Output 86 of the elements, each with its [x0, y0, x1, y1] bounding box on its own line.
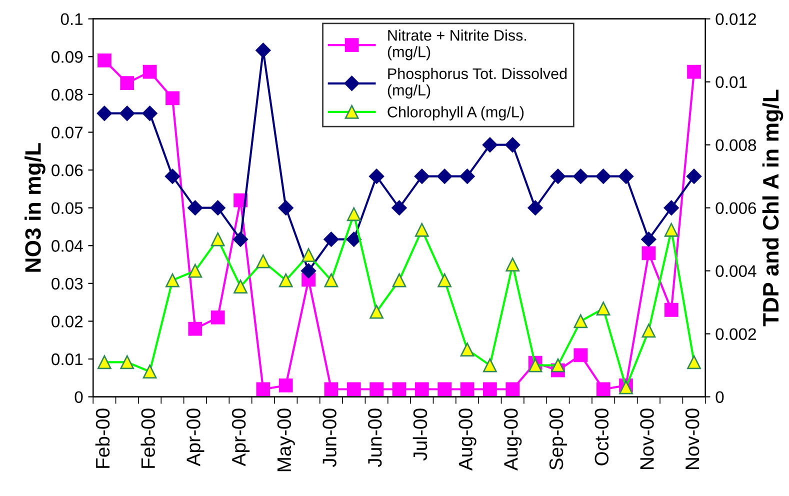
x-tick-label: Aug-00 [504, 408, 522, 471]
point [278, 378, 293, 392]
point [142, 106, 158, 121]
point [574, 348, 588, 362]
legend-label: Phosphorus Tot. Dissolved (mg/L) [388, 68, 567, 99]
point [642, 246, 656, 260]
x-tick-label: Apr-00 [232, 408, 250, 466]
point [164, 168, 180, 184]
x-tick-label: May-00 [277, 408, 295, 472]
point [460, 382, 474, 396]
x-tick-label: Jun-00 [322, 408, 336, 468]
point [210, 200, 226, 216]
y2-tick-label: 0.01 [716, 76, 747, 88]
point [505, 137, 520, 152]
y2-tick-label: 0.006 [716, 202, 756, 214]
x-tick-label: Oct-00 [594, 408, 609, 466]
point [664, 302, 678, 317]
y-tick-label: 0.01 [52, 353, 83, 366]
point [414, 382, 429, 396]
point [188, 200, 203, 216]
x-tick-label: Sep-00 [549, 408, 568, 470]
point [142, 64, 157, 79]
y-tick-label: 0.05 [52, 202, 83, 214]
point [346, 232, 362, 247]
point [437, 168, 452, 184]
x-tick-label: Feb-00 [95, 408, 110, 468]
legend-label: Nitrate + Nitrite Diss. (mg/L) [388, 30, 526, 60]
x-tick-label: Jun-00 [368, 408, 382, 468]
point [392, 200, 407, 216]
y2-tick-label: 0 [716, 391, 724, 404]
y2-tick-label: 0.008 [716, 139, 756, 152]
point [596, 382, 610, 396]
y-tick-label: 0 [74, 391, 83, 404]
y-axis-title: NO3 in mg/L [24, 143, 46, 272]
x-tick-label: Feb-00 [140, 408, 156, 468]
point [210, 310, 225, 324]
point [687, 64, 701, 79]
y2-tick-label: 0.012 [716, 13, 756, 26]
y2-tick-label: 0.004 [716, 265, 756, 278]
point [641, 232, 656, 247]
point [120, 76, 134, 90]
point [97, 53, 112, 68]
point [414, 168, 430, 184]
point [686, 168, 702, 184]
point [482, 137, 498, 152]
point [278, 200, 294, 216]
point [370, 382, 384, 396]
point [528, 200, 543, 216]
point [232, 232, 248, 247]
point [346, 382, 361, 396]
point [368, 168, 384, 184]
point [256, 382, 270, 396]
legend-label: Chlorophyll A (mg/L) [388, 106, 524, 120]
point [550, 168, 566, 184]
y-tick-label: 0.09 [52, 51, 83, 63]
point [482, 382, 497, 396]
y-tick-label: 0.02 [52, 316, 83, 328]
point [618, 168, 634, 184]
y-tick-label: 0.07 [52, 126, 83, 138]
point [300, 263, 316, 278]
x-tick-label: Aug-00 [458, 408, 476, 471]
point [96, 106, 112, 121]
x-tick-label: Jul-00 [412, 408, 428, 461]
point [573, 168, 588, 184]
y-tick-label: 0.03 [52, 278, 83, 290]
y-tick-label: 0.04 [52, 240, 83, 252]
point [120, 106, 135, 121]
point [438, 382, 452, 396]
point [166, 91, 180, 106]
point [506, 382, 520, 396]
y-tick-label: 0.1 [60, 13, 83, 26]
y2-axis-title: TDP and Chl A in mg/L [762, 90, 784, 326]
x-tick-label: Nov-00 [640, 408, 654, 469]
point [460, 168, 475, 184]
point [188, 322, 202, 336]
point [324, 232, 339, 247]
point [256, 42, 271, 58]
point [664, 200, 679, 216]
y2-tick-label: 0.002 [716, 328, 756, 340]
x-tick-label: Nov-00 [685, 408, 700, 469]
y-tick-label: 0.08 [52, 88, 83, 101]
point [324, 382, 338, 396]
point [596, 168, 611, 184]
y-tick-label: 0.06 [52, 164, 83, 176]
x-tick-label: Apr-00 [186, 408, 204, 466]
point [392, 382, 406, 396]
